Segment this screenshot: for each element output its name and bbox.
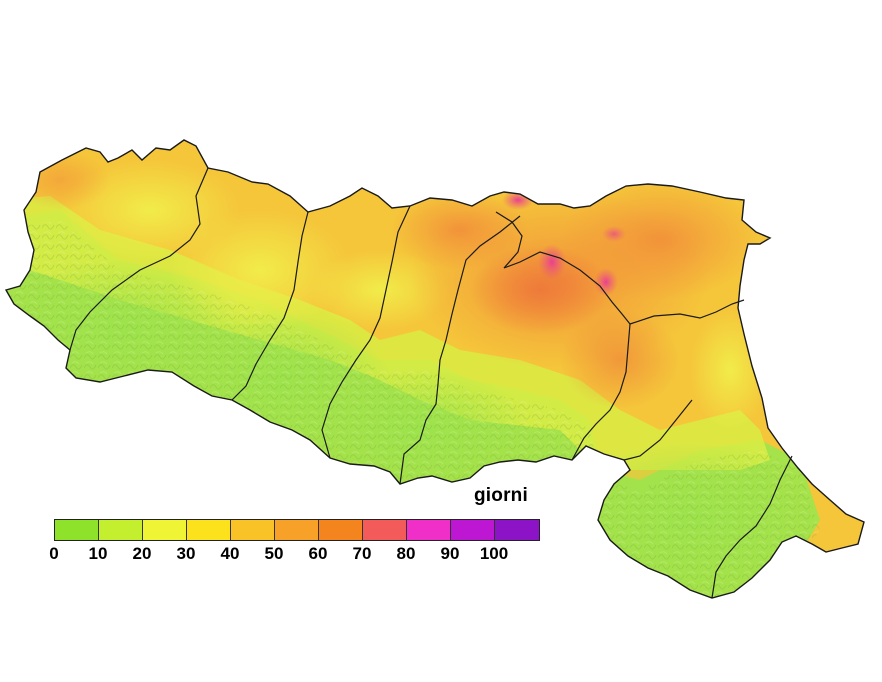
legend-tick-label: 0: [49, 544, 59, 563]
boundary-modena-bologna: [399, 215, 521, 485]
legend-swatch: [55, 520, 99, 540]
boundary-piacenza-parma: [69, 167, 209, 351]
boundary-parma-reggio: [231, 211, 309, 401]
legend-swatch: [407, 520, 451, 540]
legend-tick-label: 10: [88, 544, 108, 563]
legend-tick-label: 20: [132, 544, 152, 563]
legend-swatch: [363, 520, 407, 540]
legend-swatch: [275, 520, 319, 540]
boundary-ravenna-forli: [623, 399, 693, 461]
legend-tick-label: 30: [176, 544, 196, 563]
legend-swatch: [495, 520, 539, 540]
legend-swatch: [143, 520, 187, 540]
legend-tick-label: 100: [479, 544, 509, 563]
legend-color-bar: [54, 519, 540, 541]
legend-swatch: [319, 520, 363, 540]
legend-swatch: [99, 520, 143, 540]
boundary-bologna-ferrara: [495, 211, 631, 325]
legend-tick-label: 70: [352, 544, 372, 563]
legend-swatch: [231, 520, 275, 540]
region-outline: [4, 139, 865, 599]
legend-swatch: [451, 520, 495, 540]
legend-swatch: [187, 520, 231, 540]
legend-tick-label: 60: [308, 544, 328, 563]
legend-unit-label: giorni: [474, 485, 528, 506]
boundary-reggio-modena: [321, 205, 411, 459]
legend-tick-label: 50: [264, 544, 284, 563]
boundary-forli-rimini: [711, 455, 793, 599]
boundary-ferrara-ravenna: [629, 299, 745, 325]
legend-tick-label: 80: [396, 544, 416, 563]
legend-tick-label: 90: [440, 544, 460, 563]
province-boundaries: [69, 167, 793, 599]
legend-tick-label: 40: [220, 544, 240, 563]
boundary-bologna-ravenna: [571, 323, 631, 461]
